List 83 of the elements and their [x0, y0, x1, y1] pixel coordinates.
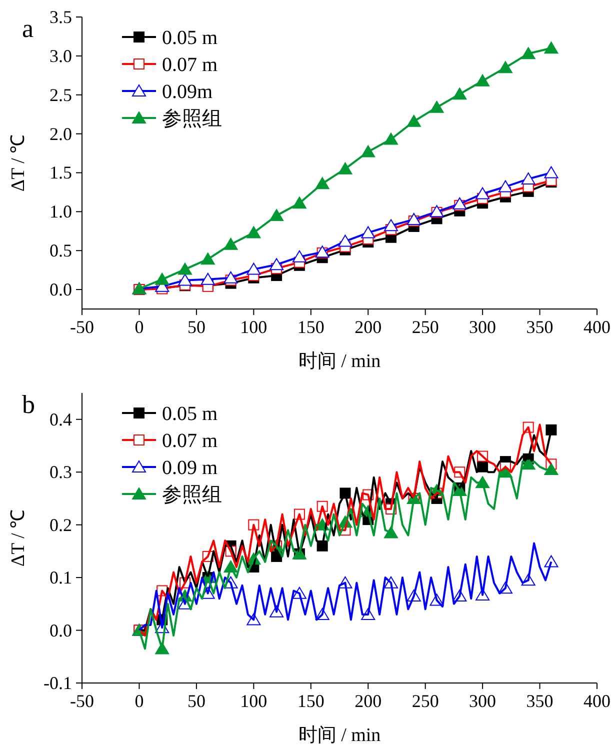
point: [384, 219, 398, 232]
y-tick-label: 0.0: [50, 280, 72, 300]
point: [546, 424, 557, 436]
x-tick-label: 0: [134, 317, 144, 337]
point: [544, 166, 558, 178]
x-tick-label: 350: [526, 691, 554, 711]
y-tick-label: 0.4: [50, 409, 72, 430]
y-tick-label: 3.0: [50, 46, 72, 66]
y-tick-label: 3.5: [50, 7, 72, 27]
point: [452, 88, 467, 100]
point: [361, 145, 376, 158]
legend-label: 0.07 m: [162, 430, 218, 452]
point: [430, 100, 444, 113]
y-tick-label: 2.0: [50, 124, 72, 144]
x-tick-label: 300: [469, 317, 496, 337]
point: [224, 238, 238, 250]
point: [200, 272, 215, 285]
x-tick-label: 350: [526, 317, 554, 337]
legend-label: 0.09m: [162, 81, 213, 103]
y-tick-label: 0.5: [50, 240, 72, 261]
x-tick-label: 250: [412, 317, 439, 337]
x-tick-label: 250: [412, 691, 439, 711]
x-tick-label: 50: [187, 317, 206, 337]
point: [521, 172, 536, 184]
y-axis-title: ΔT / ℃: [8, 134, 29, 192]
point: [292, 250, 306, 262]
legend-label: 0.05 m: [162, 27, 218, 49]
x-tick-label: -50: [70, 691, 94, 711]
y-tick-label: 0.3: [50, 462, 72, 482]
point: [338, 162, 352, 174]
chart-title: a: [22, 14, 34, 43]
legend-label: 0.05 m: [162, 403, 218, 425]
y-axis-title: ΔT / ℃: [8, 509, 29, 567]
legend-label: 0.09 m: [162, 457, 218, 479]
x-axis-title: 时间 / min: [298, 725, 382, 746]
y-tick-label: 1.5: [50, 162, 72, 183]
point: [315, 177, 330, 190]
point: [476, 74, 490, 86]
x-tick-label: -50: [70, 317, 94, 337]
x-tick-label: 400: [584, 691, 610, 711]
y-tick-label: 0.2: [50, 514, 72, 535]
x-tick-label: 150: [297, 691, 324, 711]
point: [246, 226, 261, 238]
x-tick-label: 400: [584, 317, 610, 337]
x-tick-label: 100: [240, 691, 268, 711]
chart-title: b: [22, 390, 35, 419]
point: [544, 42, 558, 54]
point: [498, 180, 512, 192]
point: [544, 462, 558, 475]
point: [246, 262, 261, 275]
legend-label: 参照组: [162, 108, 222, 130]
point: [270, 258, 284, 270]
y-tick-label: -0.1: [44, 673, 72, 693]
x-tick-label: 300: [469, 691, 496, 711]
point: [406, 212, 421, 225]
x-tick-label: 50: [187, 691, 206, 711]
point: [178, 274, 192, 286]
x-tick-label: 200: [354, 691, 382, 711]
point: [384, 132, 398, 145]
x-tick-label: 0: [134, 691, 144, 711]
x-axis-title: 时间 / min: [298, 351, 382, 372]
legend-label: 参照组: [162, 484, 222, 506]
point: [155, 272, 170, 285]
point: [338, 234, 352, 247]
point: [292, 196, 306, 209]
y-tick-label: 0.1: [50, 568, 72, 588]
x-tick-label: 100: [240, 317, 268, 337]
x-tick-label: 200: [354, 317, 382, 337]
point: [361, 226, 376, 238]
point: [270, 209, 284, 222]
x-tick-label: 150: [297, 317, 324, 337]
y-tick-label: 1.0: [50, 202, 72, 222]
point: [406, 114, 421, 127]
point: [200, 252, 215, 265]
legend-label: 0.07 m: [162, 54, 218, 76]
point: [224, 271, 238, 284]
y-tick-label: 0.0: [50, 620, 72, 640]
point: [178, 262, 192, 275]
point: [476, 187, 490, 200]
y-tick-label: 2.5: [50, 84, 72, 105]
point: [452, 197, 467, 210]
point: [498, 61, 512, 74]
point: [521, 47, 536, 60]
